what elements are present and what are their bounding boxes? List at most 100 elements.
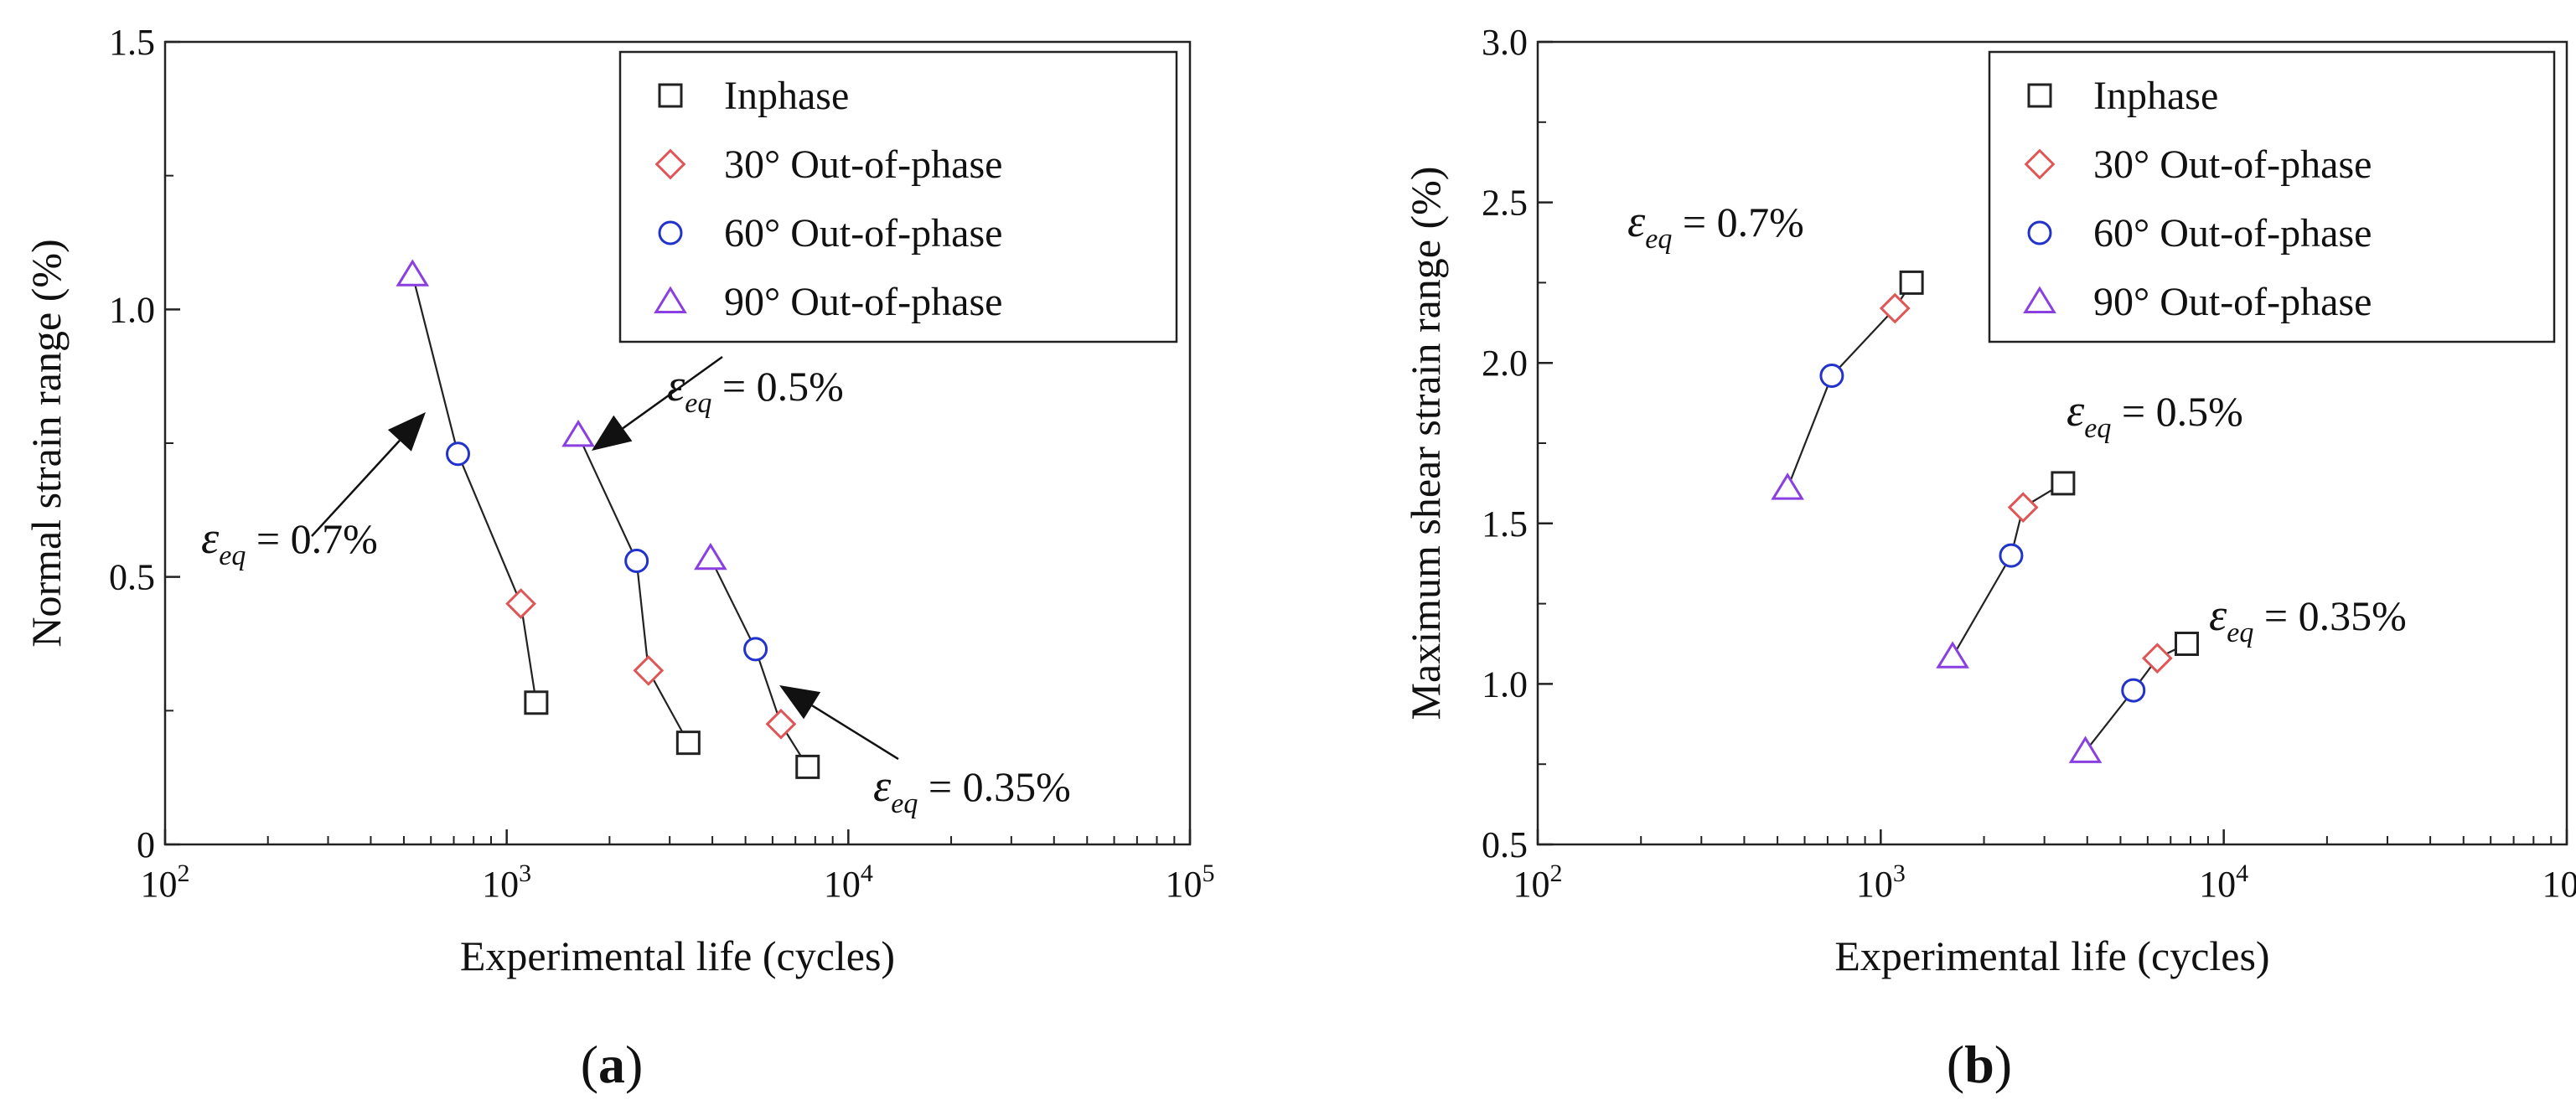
data-point-triangle	[694, 542, 727, 570]
x-tick-label-base: 10	[1513, 864, 1550, 905]
legend-box	[1988, 50, 2556, 343]
y-tick-label: 1.0	[1482, 663, 1528, 705]
annotation-epsilon: ε	[2066, 385, 2085, 436]
panel-label-letter: b	[1964, 1035, 1994, 1094]
legend-label: 60° Out-of-phase	[2093, 211, 2372, 256]
data-point-circle	[2121, 678, 2146, 703]
annotation-subscript: eq	[219, 540, 246, 571]
x-axis-ticks	[1536, 829, 2568, 844]
x-tick-label: 102	[141, 860, 190, 905]
data-point-diamond	[505, 588, 536, 619]
series-circle	[446, 441, 768, 662]
y-axis-ticks	[165, 40, 180, 846]
x-tick-label-base: 10	[824, 864, 861, 905]
x-axis-title: Experimental life (cycles)	[1834, 932, 2269, 979]
annotation-arrow-head	[592, 415, 633, 451]
y-axis-ticks	[1538, 40, 1553, 846]
legend: Inphase 30° Out-of-phase 60° Out-of-phase 9…	[1988, 50, 2556, 343]
data-point-triangle	[2068, 736, 2103, 763]
x-tick-label: 105	[1166, 860, 1215, 905]
x-tick-label-base: 10	[1856, 864, 1893, 905]
annotation-text: εeq = 0.35%	[873, 761, 1071, 819]
y-axis-title: Normal strain range (%)	[23, 239, 70, 647]
panel-label: (b)	[1947, 1035, 2012, 1094]
annotation-text: εeq = 0.7%	[1627, 196, 1804, 255]
group-line	[411, 274, 537, 703]
legend-marker-triangle	[2023, 286, 2056, 313]
data-point-circle	[1819, 364, 1844, 389]
x-tick-label-exponent: 5	[1203, 860, 1215, 887]
x-tick-label-exponent: 4	[861, 860, 873, 887]
annotation-arrow-head	[779, 685, 821, 720]
group-line	[709, 557, 809, 767]
legend-label: 90° Out-of-phase	[2093, 280, 2372, 324]
data-point-circle	[624, 549, 649, 574]
annotation-eq-strain: εeq = 0.35%	[779, 685, 1071, 819]
annotation-eq-strain: εeq = 0.5%	[592, 355, 844, 451]
annotation-subscript: eq	[891, 788, 918, 819]
annotation-arrow-shaft	[311, 440, 401, 537]
x-tick-label-base: 10	[2542, 864, 2576, 905]
x-axis-title: Experimental life (cycles)	[460, 932, 895, 979]
data-point-diamond	[633, 655, 665, 686]
legend-label: 60° Out-of-phase	[724, 211, 1002, 256]
data-point-square	[1899, 270, 1924, 295]
x-tick-label: 104	[2199, 860, 2248, 905]
annotation-value: = 0.35%	[2253, 592, 2406, 639]
x-tick-label: 103	[1856, 860, 1906, 905]
annotation-epsilon: ε	[873, 761, 892, 811]
panel-label-open: (	[581, 1035, 598, 1094]
data-point-square	[675, 731, 701, 756]
annotation-eq-strain: εeq = 0.7%	[201, 412, 426, 571]
x-tick-label: 103	[482, 860, 531, 905]
data-point-triangle	[561, 419, 595, 447]
series-diamond	[1879, 292, 2173, 674]
data-point-triangle	[396, 259, 430, 287]
x-tick-label-exponent: 3	[1893, 860, 1906, 887]
y-tick-label: 1.5	[109, 22, 155, 63]
legend-marker-diamond	[2024, 148, 2056, 180]
x-tick-label: 104	[824, 860, 873, 905]
y-tick-label: 0.5	[1482, 824, 1528, 865]
annotation-eq-strain: εeq = 0.7%	[1627, 196, 1804, 255]
annotation-subscript: eq	[2227, 617, 2253, 648]
data-point-square	[2174, 632, 2199, 656]
legend-marker-circle	[658, 220, 683, 245]
annotation-epsilon: ε	[201, 513, 220, 563]
panel-label: (a)	[581, 1035, 644, 1094]
annotation-arrow-shaft	[811, 705, 899, 761]
x-axis-ticks	[163, 829, 1192, 844]
group-lines	[411, 274, 809, 767]
data-point-diamond	[2141, 643, 2173, 674]
legend-marker-diamond	[654, 148, 686, 180]
data-point-circle	[446, 441, 471, 467]
x-tick-label: 105	[2542, 860, 2576, 905]
panel-b: 1021031041050.51.01.52.02.53.0Experiment…	[1402, 22, 2576, 1094]
panel-label-letter: a	[598, 1035, 625, 1094]
annotation-eq-strain: εeq = 0.5%	[2066, 385, 2243, 444]
series-diamond	[505, 588, 797, 740]
y-tick-label: 2.5	[1482, 183, 1528, 224]
series-triangle	[396, 259, 727, 570]
legend-box	[618, 50, 1178, 343]
group-line	[1952, 482, 2064, 658]
legend-marker-triangle	[654, 286, 687, 313]
data-point-square	[795, 754, 820, 779]
annotation-epsilon: ε	[667, 360, 685, 410]
group-line	[1787, 281, 1913, 489]
y-tick-label: 1.5	[1482, 503, 1528, 545]
data-point-diamond	[1879, 292, 1911, 324]
panel-label-open: (	[1947, 1035, 1964, 1094]
annotation-value: = 0.7%	[1672, 199, 1803, 245]
annotation-text: εeq = 0.7%	[201, 513, 378, 571]
annotation-value: = 0.35%	[918, 763, 1070, 810]
x-tick-label-base: 10	[1166, 864, 1203, 905]
data-point-square	[2051, 471, 2076, 496]
x-tick-label-exponent: 4	[2236, 860, 2248, 887]
group-lines	[1787, 281, 2187, 752]
series-square	[524, 690, 820, 779]
panel-label-close: )	[1994, 1035, 2012, 1094]
data-point-diamond	[2007, 492, 2039, 524]
